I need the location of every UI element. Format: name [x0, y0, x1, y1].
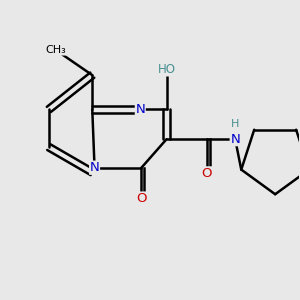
Text: O: O	[136, 192, 147, 205]
Text: O: O	[136, 192, 147, 205]
Text: N: N	[135, 103, 145, 116]
Text: O: O	[201, 167, 212, 180]
Text: N: N	[135, 103, 145, 116]
Text: N: N	[90, 161, 99, 174]
Text: N: N	[230, 133, 240, 146]
Text: H: H	[231, 119, 239, 129]
Text: CH₃: CH₃	[45, 45, 66, 55]
Text: CH₃: CH₃	[45, 45, 66, 55]
Text: N: N	[230, 133, 240, 146]
Text: HO: HO	[158, 63, 175, 76]
Text: HO: HO	[158, 63, 175, 76]
Text: O: O	[201, 167, 212, 180]
Text: H: H	[231, 119, 239, 129]
Text: N: N	[90, 161, 99, 174]
